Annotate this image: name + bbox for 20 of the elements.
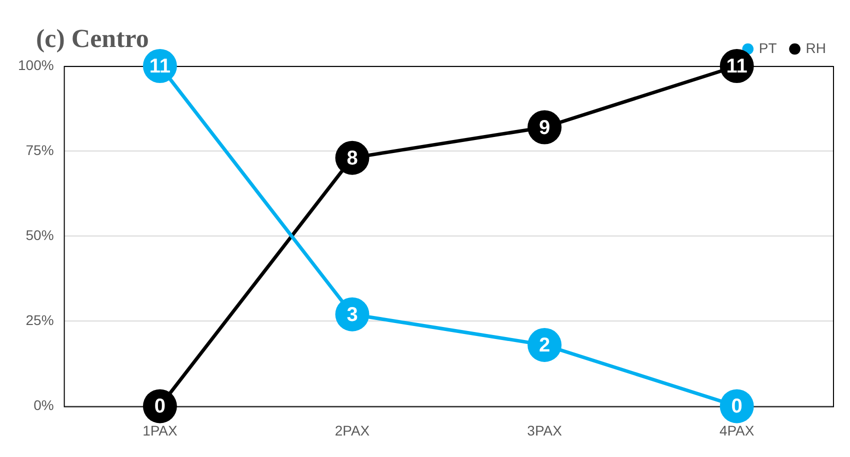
x-tick-label: 4PAX	[719, 422, 755, 438]
annotation: 2	[538, 334, 550, 356]
x-tick-label: 3PAX	[527, 422, 563, 438]
chart-title: (c) Centro	[36, 24, 149, 54]
y-tick-label: 0%	[34, 397, 54, 414]
annotation: 8	[346, 147, 358, 170]
annotation: 0	[731, 396, 742, 418]
y-tick-label: 75%	[26, 142, 54, 158]
y-tick-label: 25%	[26, 312, 54, 328]
y-tick-label: 50%	[26, 226, 54, 243]
annotation: 11	[149, 56, 171, 78]
y-tick-label: 100%	[18, 56, 54, 73]
annotation: 3	[346, 304, 358, 326]
x-tick-label: 2PAX	[334, 422, 370, 438]
annotation: 9	[538, 116, 550, 139]
annotation: 11	[726, 56, 748, 78]
annotation: 0	[154, 396, 166, 418]
legend-label: PT	[758, 40, 778, 56]
x-tick-label: 1PAX	[142, 422, 178, 438]
legend-label: RH	[806, 40, 826, 56]
